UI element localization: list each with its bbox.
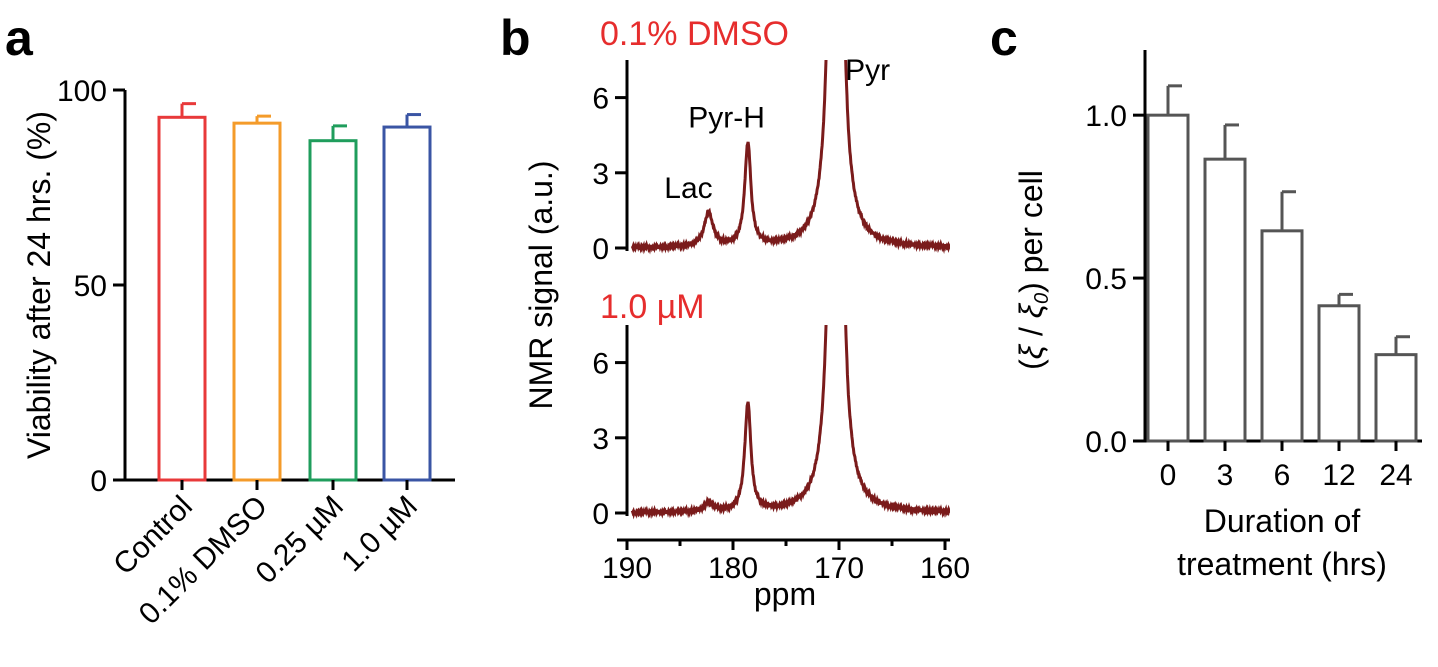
panel-label-c: c [990,10,1018,66]
panel-b-peak-annotation: Pyr-H [688,102,765,135]
ylabel-xi0: ξ [1013,302,1049,318]
panel-c-y-tick-label: 0.5 [1085,263,1127,296]
panel-a-viability-chart: Viability after 24 hrs. (%) 050100Contro… [21,75,455,631]
panel-c-y-tick-label: 1.0 [1085,100,1127,133]
panel-b-x-tick-label: 160 [920,552,970,585]
panel-a-x-tick-label: 1.0 µM [335,490,424,579]
panel-c-x-tick-label: 12 [1322,459,1355,492]
panel-a-bar [157,115,207,482]
panel-label-a: a [5,10,34,66]
panel-c-x-tick-label: 0 [1160,459,1177,492]
panel-c-x-axis-label-line2: treatment (hrs) [1177,546,1387,582]
panel-a-y-tick-label: 50 [74,270,107,303]
panel-a-y-axis-label: Viability after 24 hrs. (%) [21,111,57,459]
ylabel-per-cell: per cell [1013,170,1049,282]
panel-b-y-tick-label: 0 [592,233,609,266]
panel-b-x-tick-label: 180 [708,552,758,585]
panel-b-spectrum-title: 1.0 µM [600,288,705,326]
ylabel-open-paren: ( [1013,359,1049,370]
panel-c-y-axis-label: (ξ / ξ0) per cell [1013,170,1053,370]
panel-c-x-tick-label: 3 [1217,459,1234,492]
panel-a-bar [382,125,432,482]
panel-b-y-tick-label: 3 [592,158,609,191]
ylabel-close-paren: ) [1013,282,1049,293]
ylabel-subscript: 0 [1031,293,1053,304]
panel-c-bar [1260,229,1304,443]
panel-b-peak-annotation: Pyr [845,54,890,87]
panel-b-spectrum-title: 0.1% DMSO [600,15,789,53]
panel-c-bar [1317,304,1361,443]
panel-c-bar [1146,113,1190,443]
panel-a-bar [308,139,358,482]
panel-b-nmr-spectra: NMR signal (a.u.) ppm 0 3 6 0.1% DMSO Lac Pyr… [523,15,970,612]
panel-a-bar [232,121,282,482]
panel-b-spectrum-line [630,325,950,520]
panel-b-y-tick-label: 6 [592,83,609,116]
panel-a-y-tick-label: 0 [90,465,107,498]
panel-b-y-tick-label: 3 [592,423,609,456]
panel-c-x-axis-label-line1: Duration of [1204,503,1361,539]
panel-a-y-tick-label: 100 [57,75,107,108]
panel-b-spectrum-line [630,60,950,255]
panel-b-x-tick-label: 190 [602,552,652,585]
panel-c-duration-chart: (ξ / ξ0) per cell Duration of treatment … [1013,50,1422,582]
panel-b-y-axis-label: NMR signal (a.u.) [523,161,559,410]
panel-c-x-tick-label: 6 [1274,459,1291,492]
panel-b-x-tick-label: 170 [814,552,864,585]
panel-b-x-axis-label: ppm [754,576,816,612]
panel-c-y-tick-label: 0.0 [1085,426,1127,459]
panel-c-bar [1374,353,1418,443]
ylabel-slash: / [1013,318,1049,345]
panel-c-x-tick-label: 24 [1379,459,1412,492]
panel-b-peak-annotation: Lac [664,172,712,205]
ylabel-xi: ξ [1013,343,1049,359]
panel-label-b: b [500,10,531,66]
panel-c-bar [1203,157,1247,443]
panel-b-y-tick-label: 0 [592,498,609,531]
panel-b-y-tick-label: 6 [592,348,609,381]
